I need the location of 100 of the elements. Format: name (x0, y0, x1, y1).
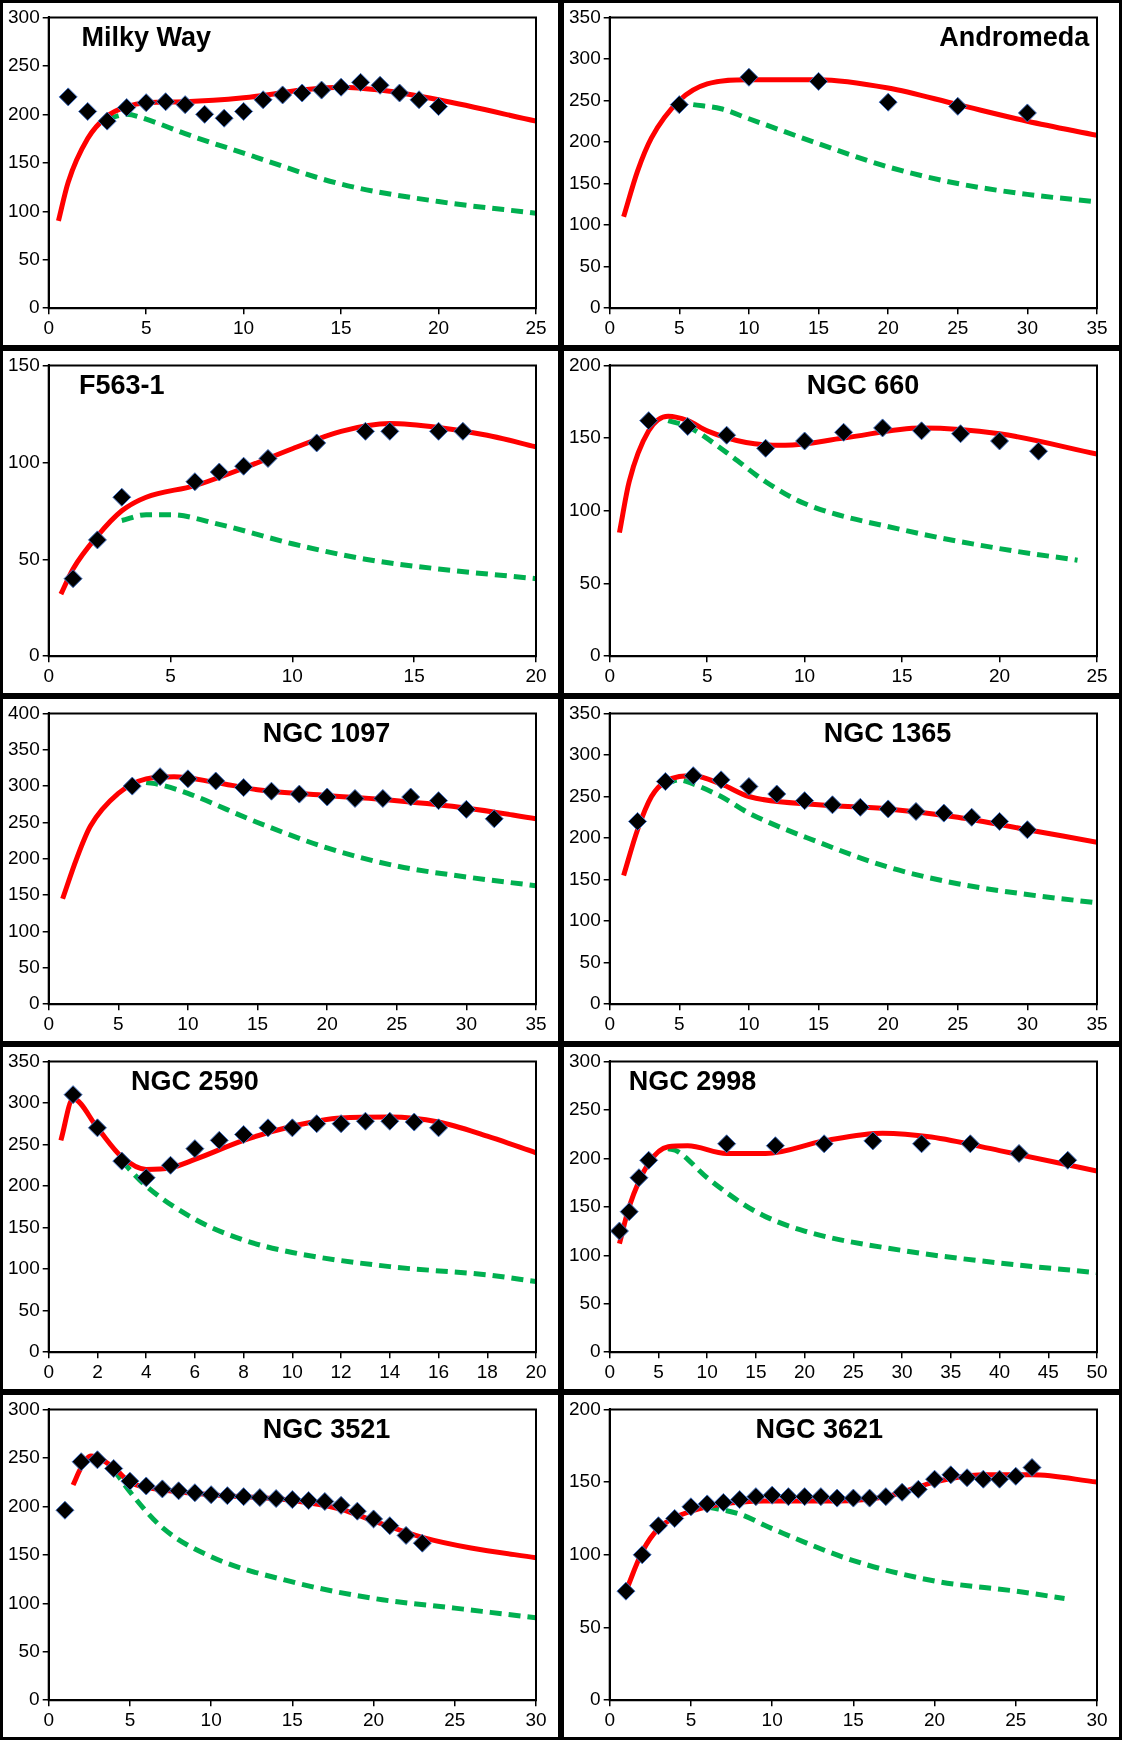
y-tick-label: 300 (8, 1397, 40, 1419)
y-tick-label: 200 (569, 1397, 601, 1419)
point (814, 1134, 834, 1154)
y-tick-label: 350 (569, 701, 601, 723)
point (355, 1111, 375, 1131)
x-tick-label: 35 (1086, 1012, 1108, 1034)
point (299, 1491, 319, 1511)
point (990, 811, 1010, 831)
point (401, 787, 421, 807)
y-tick-label: 50 (18, 1639, 40, 1661)
chart-title: NGC 1365 (823, 718, 952, 749)
x-tick-label: 20 (427, 316, 450, 338)
y-tick-label: 0 (29, 992, 40, 1014)
x-tick-label: 20 (924, 1708, 946, 1730)
point (104, 1459, 124, 1479)
x-tick-label: 0 (43, 1708, 54, 1730)
x-tick-label: 10 (281, 664, 303, 686)
y-tick-label: 50 (18, 547, 40, 569)
y-tick-label: 150 (569, 1195, 601, 1217)
point (912, 1134, 932, 1154)
point (1006, 1466, 1026, 1486)
point (765, 1136, 785, 1156)
point (739, 67, 759, 87)
point (1022, 1458, 1042, 1478)
point (185, 1483, 205, 1503)
point (669, 95, 689, 115)
x-tick-label: 15 (246, 1012, 269, 1034)
point (234, 1125, 254, 1145)
point (756, 438, 776, 458)
point (873, 418, 893, 438)
point (412, 1533, 432, 1553)
point (87, 1450, 107, 1470)
y-tick-label: 300 (569, 743, 601, 765)
point (175, 95, 195, 115)
point (136, 93, 156, 113)
chart-title: NGC 3521 (262, 1414, 391, 1445)
point (878, 92, 898, 112)
point (209, 1130, 229, 1150)
point (380, 1111, 400, 1131)
y-tick-label: 300 (569, 47, 601, 69)
point (843, 1488, 863, 1508)
y-tick-label: 0 (29, 1340, 40, 1362)
point (150, 767, 170, 787)
point (941, 1465, 961, 1485)
y-tick-label: 100 (8, 450, 40, 472)
x-tick-label: 25 (386, 1012, 408, 1034)
point (730, 1490, 750, 1510)
point (136, 1476, 156, 1496)
y-tick-label: 250 (8, 810, 40, 832)
x-tick-label: 5 (653, 1360, 664, 1382)
y-tick-label: 200 (569, 826, 601, 848)
x-tick-label: 0 (604, 316, 615, 338)
y-tick-label: 0 (590, 644, 601, 666)
point (404, 1112, 424, 1132)
x-tick-label: 0 (43, 1360, 54, 1382)
x-tick-label: 6 (189, 1360, 201, 1382)
x-tick-label: 25 (947, 1012, 969, 1034)
x-tick-label: 0 (43, 1012, 54, 1034)
point (258, 1118, 278, 1138)
point (201, 1485, 221, 1505)
point (429, 1118, 449, 1138)
y-tick-label: 200 (569, 130, 601, 152)
y-tick-label: 50 (18, 247, 40, 269)
x-tick-label: 4 (140, 1360, 152, 1382)
y-tick-label: 0 (29, 296, 40, 318)
point (161, 1155, 181, 1175)
y-tick-label: 250 (569, 88, 601, 110)
point (55, 1500, 75, 1520)
x-tick-label: 20 (316, 1012, 338, 1034)
point (822, 795, 842, 815)
chart-title: NGC 660 (806, 370, 920, 401)
y-tick-label: 150 (8, 353, 40, 375)
x-tick-label: 25 (444, 1708, 466, 1730)
x-tick-label: 30 (1086, 1708, 1108, 1730)
x-tick-label: 15 (891, 664, 913, 686)
x-tick-label: 5 (674, 316, 685, 338)
x-tick-label: 15 (403, 664, 425, 686)
point (217, 1486, 237, 1506)
point (746, 1487, 766, 1507)
point (355, 421, 375, 441)
y-tick-label: 150 (569, 426, 601, 448)
point (214, 108, 234, 128)
point (906, 801, 926, 821)
x-tick-label: 14 (379, 1360, 401, 1382)
x-tick-label: 5 (674, 1012, 685, 1034)
point (863, 1131, 883, 1151)
point (390, 83, 410, 103)
y-tick-label: 100 (569, 1243, 601, 1265)
y-tick-label: 100 (569, 1543, 601, 1565)
point (429, 791, 449, 811)
point (373, 788, 393, 808)
x-tick-label: 20 (794, 1360, 816, 1382)
point (282, 1118, 302, 1138)
y-tick-label: 150 (8, 1543, 40, 1565)
y-tick-label: 150 (8, 883, 40, 905)
x-tick-label: 10 (696, 1360, 718, 1382)
y-tick-label: 200 (569, 353, 601, 375)
y-tick-label: 50 (579, 950, 601, 972)
point (429, 97, 449, 117)
x-tick-label: 10 (761, 1708, 783, 1730)
